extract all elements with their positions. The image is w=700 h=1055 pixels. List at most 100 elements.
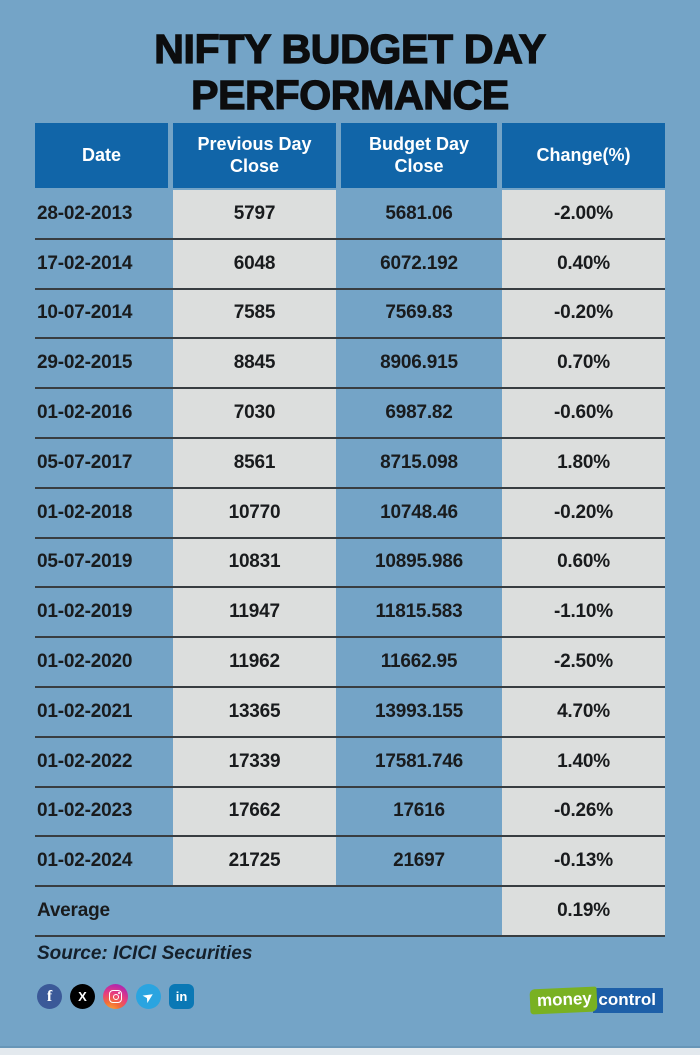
telegram-icon[interactable]: ➤ [136, 984, 161, 1009]
cell-budget-close: 5681.06 [385, 202, 453, 224]
cell-change: 0.60% [502, 538, 665, 587]
cell-change: 0.70% [502, 339, 665, 388]
cell-change: -2.00% [502, 190, 665, 238]
table-row: 05-07-2019 10831 10895.986 0.60% [35, 538, 665, 589]
cell-prev-close: 11947 [173, 588, 336, 637]
table-row: 01-02-2018 10770 10748.46 -0.20% [35, 488, 665, 539]
cell-date: 28-02-2013 [37, 202, 133, 224]
cell-budget-close: 13993.155 [374, 700, 463, 722]
cell-prev-close: 17339 [173, 737, 336, 786]
cell-date: 01-02-2024 [37, 850, 133, 872]
cell-date: 01-02-2023 [37, 800, 133, 822]
cell-change: 0.40% [502, 239, 665, 288]
table-body: 28-02-2013 5797 5681.06 -2.00% 17-02-2014 604… [35, 190, 665, 888]
cell-budget-close: 10748.46 [380, 501, 458, 523]
average-prev-close-empty [173, 887, 336, 935]
instagram-camera-glyph [109, 990, 122, 1003]
cell-change: 1.40% [502, 737, 665, 786]
source-note: Source: ICICI Securities [37, 943, 253, 964]
table-row: 10-07-2014 7585 7569.83 -0.20% [35, 289, 665, 340]
cell-date: 17-02-2014 [37, 252, 133, 274]
logo-control-part: control [593, 987, 663, 1013]
logo-money-part: money [529, 986, 597, 1014]
average-budget-close-empty [341, 887, 497, 935]
cell-date: 01-02-2020 [37, 651, 133, 673]
cell-prev-close: 5797 [173, 190, 336, 238]
cell-date: 29-02-2015 [37, 352, 133, 374]
average-change: 0.19% [502, 887, 665, 936]
telegram-plane-glyph: ➤ [140, 987, 157, 1005]
table-row: 01-02-2024 21725 21697 -0.13% [35, 837, 665, 888]
social-icons-row: f X ➤ in [37, 984, 194, 1009]
table-row: 01-02-2016 7030 6987.82 -0.60% [35, 389, 665, 439]
cell-change: -1.10% [502, 588, 665, 637]
column-header-change: Change(%) [502, 123, 665, 188]
cell-budget-close: 11815.583 [375, 601, 463, 623]
cell-prev-close: 13365 [173, 687, 336, 736]
cell-budget-close: 6987.82 [385, 402, 453, 424]
cell-prev-close: 8845 [173, 339, 336, 388]
cell-change: 4.70% [502, 687, 665, 736]
x-glyph: X [78, 989, 87, 1004]
instagram-icon[interactable] [103, 984, 128, 1009]
linkedin-glyph: in [175, 989, 188, 1004]
facebook-glyph: f [46, 987, 53, 1005]
cell-budget-close: 17616 [393, 800, 445, 822]
cell-prev-close: 17662 [173, 787, 336, 836]
table-row: 01-02-2021 13365 13993.155 4.70% [35, 687, 665, 738]
cell-date: 01-02-2021 [37, 700, 133, 722]
page-title-line2: PERFORMANCE [190, 72, 509, 119]
cell-prev-close: 11962 [173, 638, 336, 686]
table-row: 01-02-2019 11947 11815.583 -1.10% [35, 588, 665, 639]
cell-date: 05-07-2019 [37, 551, 133, 573]
cell-budget-close: 8906.915 [380, 352, 458, 374]
cell-date: 01-02-2022 [37, 750, 133, 772]
column-header-prev-close: Previous Day Close [173, 123, 336, 188]
cell-prev-close: 8561 [173, 438, 336, 487]
cell-change: -0.60% [502, 389, 665, 437]
column-header-date: Date [35, 123, 168, 188]
linkedin-icon[interactable]: in [169, 984, 194, 1009]
cell-budget-close: 10895.986 [374, 551, 463, 573]
table-row: 01-02-2023 17662 17616 -0.26% [35, 787, 665, 838]
cell-change: 1.80% [502, 438, 665, 487]
table-header-row: Date Previous Day Close Budget Day Close… [35, 123, 665, 188]
table-row: 28-02-2013 5797 5681.06 -2.00% [35, 190, 665, 240]
cell-budget-close: 7569.83 [385, 302, 453, 324]
cell-prev-close: 10770 [173, 488, 336, 537]
cell-change: -2.50% [502, 638, 665, 686]
cell-budget-close: 17581.746 [374, 750, 463, 772]
facebook-icon[interactable]: f [37, 984, 62, 1009]
table-row: 01-02-2020 11962 11662.95 -2.50% [35, 638, 665, 688]
column-header-budget-close: Budget Day Close [341, 123, 497, 188]
table-row: 05-07-2017 8561 8715.098 1.80% [35, 438, 665, 489]
x-twitter-icon[interactable]: X [70, 984, 95, 1009]
cell-change: -0.26% [502, 787, 665, 836]
cell-prev-close: 7030 [173, 389, 336, 437]
cell-budget-close: 21697 [393, 850, 445, 872]
cell-change: -0.20% [502, 289, 665, 338]
average-label: Average [37, 900, 110, 922]
cell-date: 10-07-2014 [37, 302, 133, 324]
cell-change: -0.20% [502, 488, 665, 537]
cell-date: 01-02-2018 [37, 501, 133, 523]
moneycontrol-logo: money control [529, 986, 663, 1014]
cell-date: 05-07-2017 [37, 451, 133, 473]
cell-budget-close: 8715.098 [380, 451, 458, 473]
table-row: 17-02-2014 6048 6072.192 0.40% [35, 239, 665, 290]
cell-budget-close: 6072.192 [380, 252, 458, 274]
cell-date: 01-02-2016 [37, 402, 133, 424]
cell-prev-close: 7585 [173, 289, 336, 338]
performance-table: Date Previous Day Close Budget Day Close… [35, 123, 665, 938]
cell-prev-close: 10831 [173, 538, 336, 587]
page-title: NIFTY BUDGET DAY PERFORMANCE [0, 25, 700, 119]
bottom-page-edge [0, 1046, 700, 1055]
cell-change: -0.13% [502, 837, 665, 886]
page-title-line1: NIFTY BUDGET DAY [154, 25, 547, 72]
cell-date: 01-02-2019 [37, 601, 133, 623]
cell-prev-close: 6048 [173, 239, 336, 288]
average-row: Average 0.19% [35, 887, 665, 938]
table-row: 01-02-2022 17339 17581.746 1.40% [35, 737, 665, 788]
cell-budget-close: 11662.95 [380, 651, 458, 673]
